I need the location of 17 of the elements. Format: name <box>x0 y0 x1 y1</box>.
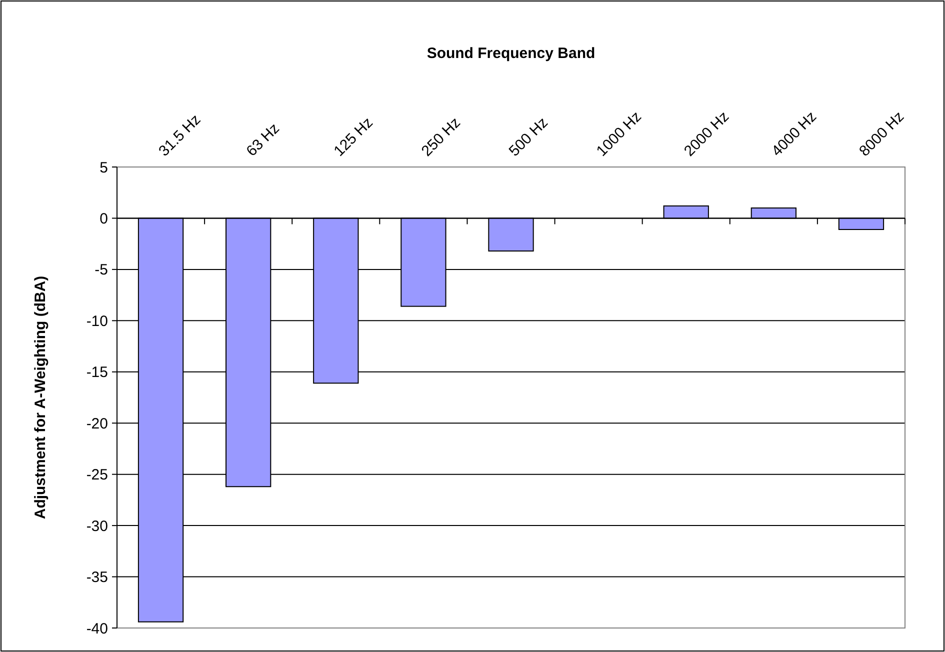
y-tick-label: -15 <box>86 364 108 382</box>
x-axis-title: Sound Frequency Band <box>426 45 596 62</box>
y-tick-label: -30 <box>86 518 108 535</box>
y-tick-label: -20 <box>86 415 108 432</box>
y-tick-label: -10 <box>86 312 108 330</box>
y-tick-label: -5 <box>94 262 108 279</box>
x-tick-label: 125 Hz <box>330 114 376 160</box>
x-tick-label: 250 Hz <box>418 114 464 160</box>
x-tick-label: 500 Hz <box>506 114 552 160</box>
y-tick-label: -25 <box>86 466 108 484</box>
y-axis-title: Adjustment for A-Weighting (dBA) <box>32 276 49 520</box>
x-tick-label: 63 Hz <box>243 120 283 160</box>
y-tick-label: 0 <box>100 210 108 228</box>
y-tick-label: -40 <box>86 620 108 638</box>
y-tick-label: 5 <box>100 159 108 176</box>
y-tick-label: -35 <box>86 569 108 586</box>
x-tick-label: 31.5 Hz <box>156 111 204 160</box>
